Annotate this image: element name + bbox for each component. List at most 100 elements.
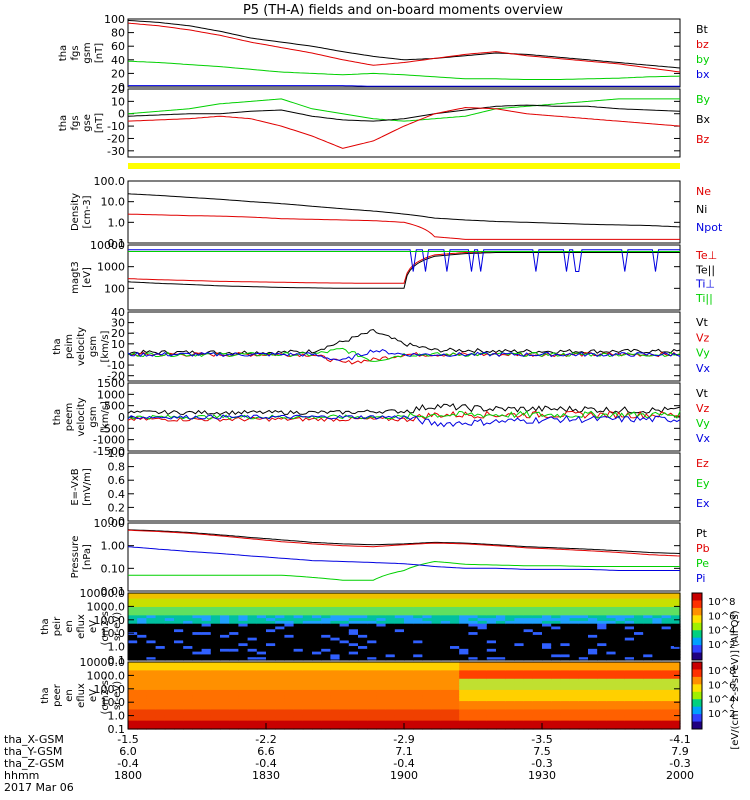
- spectrogram-cell: [128, 723, 138, 727]
- spectrogram-cell: [670, 612, 681, 616]
- spectrogram-cell: [431, 687, 442, 691]
- spectrogram-cell: [348, 618, 359, 622]
- spectrogram-cell: [624, 723, 635, 727]
- spectrogram-cell: [302, 698, 313, 702]
- spectrogram-cell: [201, 684, 212, 688]
- spectrogram-cell: [302, 598, 313, 602]
- spectrogram-cell: [238, 615, 249, 619]
- spectrogram-cell: [450, 706, 460, 711]
- spectrogram-cell: [624, 646, 635, 650]
- spectrogram-cell: [578, 678, 589, 683]
- spectrogram-cell: [606, 684, 617, 688]
- spectrogram-cell: [532, 717, 543, 722]
- spectrogram-cell: [210, 643, 221, 647]
- spectrogram-cell: [588, 606, 598, 611]
- spectrogram-cell: [661, 717, 672, 722]
- spectrogram-cell: [597, 615, 607, 619]
- spectrogram-cell: [238, 646, 249, 650]
- spectrogram-cell: [256, 618, 267, 622]
- spectrogram-cell: [496, 637, 506, 642]
- spectrogram-cell: [551, 651, 561, 656]
- spectrogram-cell: [302, 726, 313, 730]
- spectrogram-cell: [247, 657, 258, 661]
- spectrogram-cell: [210, 623, 221, 628]
- spectrogram-cell: [321, 626, 331, 630]
- spectrogram-cell: [367, 648, 377, 653]
- spectrogram-cell: [220, 634, 230, 639]
- spectrogram-cell: [302, 695, 313, 699]
- spectrogram-cell: [275, 618, 285, 622]
- spectrogram-cell: [367, 601, 377, 605]
- spectrogram-cell: [284, 609, 295, 614]
- y-tick-label: 0.10: [101, 562, 126, 575]
- spectrogram-cell: [560, 604, 571, 608]
- spectrogram-cell: [486, 609, 497, 614]
- spectrogram-cell: [477, 720, 488, 725]
- spectrogram-cell: [146, 634, 157, 639]
- spectrogram-cell: [247, 670, 258, 674]
- spectrogram-cell: [247, 681, 258, 685]
- y-tick-label: 0.01: [101, 585, 126, 598]
- spectrogram-cell: [588, 601, 598, 605]
- spectrogram-cell: [670, 726, 681, 730]
- spectrogram-cell: [339, 632, 350, 636]
- spectrogram-cell: [514, 715, 525, 719]
- spectrogram-cell: [164, 709, 175, 713]
- spectrogram-cell: [302, 706, 313, 711]
- spectrogram-cell: [413, 593, 423, 597]
- spectrogram-cell: [210, 726, 221, 730]
- spectrogram-cell: [201, 620, 212, 625]
- spectrogram-cell: [293, 678, 304, 683]
- spectrogram-cell: [486, 640, 497, 644]
- spectrogram-cell: [220, 651, 230, 656]
- spectrogram-cell: [146, 726, 157, 730]
- spectrogram-cell: [137, 640, 147, 644]
- spectrogram-cell: [532, 720, 543, 725]
- spectrogram-cell: [210, 715, 221, 719]
- spectrogram-cell: [450, 675, 460, 680]
- spectrogram-cell: [551, 720, 561, 725]
- spectrogram-cell: [551, 662, 561, 666]
- spectrogram-cell: [459, 723, 469, 727]
- spectrogram-cell: [615, 606, 626, 611]
- spectrogram-cell: [330, 709, 341, 713]
- spectrogram-cell: [210, 687, 221, 691]
- spectrogram-cell: [578, 606, 589, 611]
- spectrogram-cell: [514, 726, 525, 730]
- spectrogram-cell: [210, 703, 221, 708]
- spectrogram-cell: [597, 629, 607, 633]
- spectrogram-cell: [330, 675, 341, 680]
- spectrogram-cell: [348, 620, 359, 625]
- spectrogram-cell: [348, 634, 359, 639]
- spectrogram-cell: [413, 634, 423, 639]
- spectrogram-cell: [284, 634, 295, 639]
- spectrogram-cell: [588, 692, 598, 697]
- spectrogram-cell: [496, 657, 506, 661]
- spectrogram-cell: [468, 681, 479, 685]
- spectrogram-cell: [394, 673, 405, 677]
- spectrogram-cell: [302, 678, 313, 683]
- spectrogram-cell: [201, 654, 212, 658]
- spectrogram-cell: [597, 651, 607, 656]
- spectrogram-cell: [588, 689, 598, 694]
- spectrogram-cell: [238, 598, 249, 602]
- spectrogram-cell: [551, 681, 561, 685]
- spectrogram-cell: [238, 612, 249, 616]
- spectrogram-cell: [606, 701, 617, 705]
- spectrogram-cell: [128, 595, 138, 600]
- spectrogram-cell: [275, 651, 285, 656]
- y-tick-label: 0: [118, 81, 125, 94]
- spectrogram-cell: [201, 673, 212, 677]
- spectrogram-cell: [588, 662, 598, 666]
- spectrogram-cell: [459, 687, 469, 691]
- spectrogram-cell: [238, 667, 249, 671]
- spectrogram-cell: [220, 695, 230, 699]
- spectrogram-cell: [477, 712, 488, 716]
- spectrogram-cell: [440, 654, 451, 658]
- spectrogram-cell: [615, 701, 626, 705]
- spectrogram-cell: [588, 598, 598, 602]
- spectrogram-cell: [312, 692, 322, 697]
- spectrogram-cell: [542, 632, 552, 636]
- spectrogram-cell: [348, 623, 359, 628]
- spectrogram-cell: [606, 654, 617, 658]
